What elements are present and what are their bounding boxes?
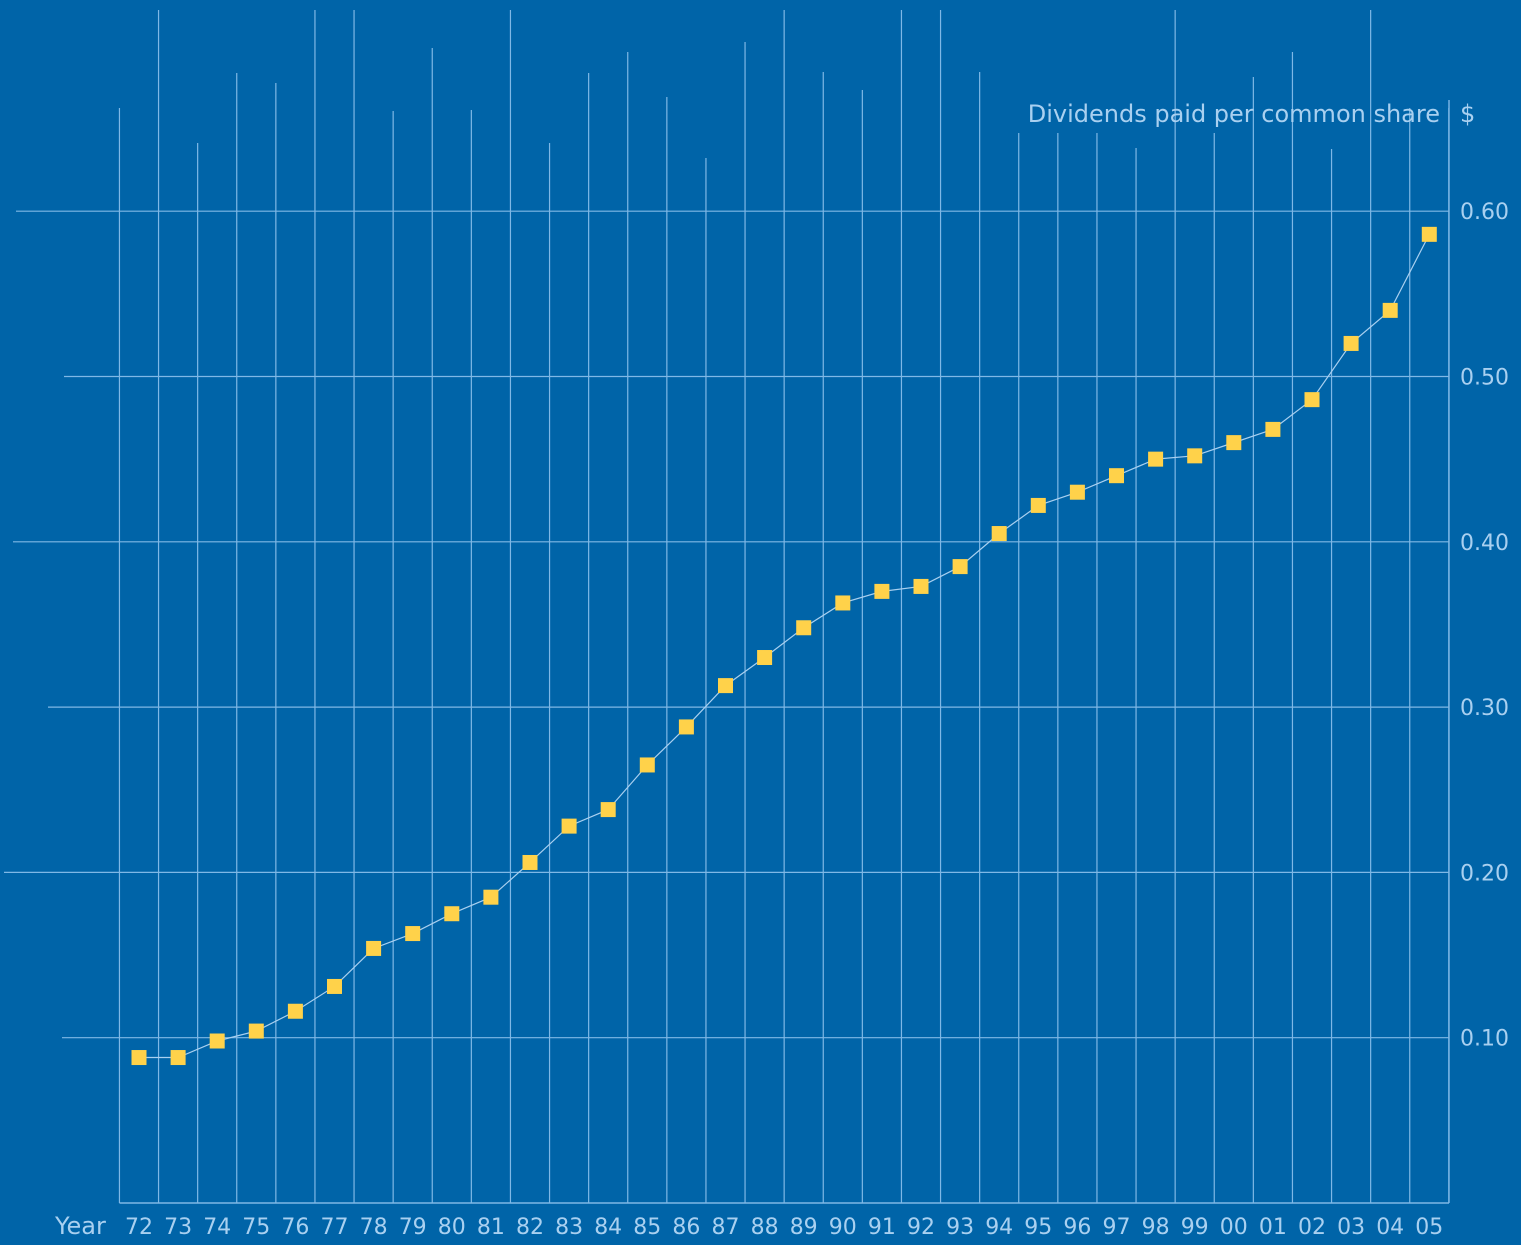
x-tick-label: 95 [1024, 1215, 1052, 1240]
x-tick-label: 80 [438, 1215, 466, 1240]
x-tick-label: 85 [633, 1215, 661, 1240]
x-tick-label: 96 [1063, 1215, 1091, 1240]
y-tick-label: 0.30 [1460, 696, 1509, 721]
chart-title: Dividends paid per common share [1028, 100, 1440, 128]
data-point-marker [1109, 468, 1124, 484]
data-point-marker [366, 940, 382, 956]
data-point-marker [405, 926, 421, 942]
x-tick-label: 98 [1142, 1215, 1170, 1240]
y-axis-unit-label: $ [1460, 100, 1475, 128]
y-tick-label: 0.40 [1460, 531, 1509, 556]
x-tick-label: 87 [712, 1215, 740, 1240]
x-tick-label: 84 [594, 1215, 622, 1240]
x-tick-label: 01 [1259, 1215, 1287, 1240]
data-point-marker [561, 818, 577, 834]
series-line [139, 234, 1430, 1059]
x-tick-label: 74 [203, 1215, 231, 1240]
data-point-marker [600, 802, 616, 818]
x-tick-label: 72 [125, 1215, 153, 1240]
vertical-gridlines [118, 10, 1450, 1203]
data-point-marker [678, 719, 694, 735]
x-tick-label: 75 [242, 1215, 270, 1240]
x-tick-label: 97 [1103, 1215, 1131, 1240]
x-tick-label: 05 [1415, 1215, 1443, 1240]
x-tick-label: 83 [555, 1215, 583, 1240]
x-tick-label: 90 [829, 1215, 857, 1240]
x-tick-label: 88 [751, 1215, 779, 1240]
x-tick-labels: 72 73 74 75 76 77 78 79 80 81 82 83 84 85 86 87 88 89 90 91… [125, 1215, 1443, 1240]
data-point-marker [483, 889, 499, 905]
x-tick-label: 00 [1220, 1215, 1248, 1240]
data-point-marker [1187, 448, 1203, 464]
data-point-marker [1343, 335, 1359, 351]
x-tick-label: 76 [281, 1215, 309, 1240]
x-tick-label: 94 [985, 1215, 1013, 1240]
x-tick-label: 86 [672, 1215, 700, 1240]
y-tick-labels: 0.10 0.20 0.30 0.40 0.50 0.60 [1460, 200, 1509, 1051]
x-tick-label: 02 [1298, 1215, 1326, 1240]
data-point-marker [444, 906, 460, 922]
data-point-marker [1030, 497, 1046, 513]
data-markers [131, 226, 1437, 1066]
x-tick-label: 81 [477, 1215, 505, 1240]
data-point-marker [248, 1023, 264, 1039]
data-point-marker [170, 1050, 186, 1066]
data-point-marker [209, 1033, 225, 1049]
y-tick-label: 0.50 [1460, 366, 1509, 391]
data-point-marker [522, 854, 538, 870]
x-tick-label: 04 [1376, 1215, 1404, 1240]
data-point-marker [874, 583, 890, 599]
data-point-marker [1304, 392, 1320, 408]
data-point-marker [1382, 302, 1398, 318]
x-tick-label: 91 [868, 1215, 896, 1240]
data-point-marker [327, 978, 342, 994]
y-tick-label: 0.20 [1460, 861, 1509, 886]
x-tick-label: 77 [321, 1215, 349, 1240]
data-point-marker [835, 595, 851, 611]
data-point-marker [639, 757, 655, 773]
data-point-marker [1421, 226, 1437, 242]
data-point-marker [1069, 484, 1085, 500]
x-tick-label: 82 [516, 1215, 544, 1240]
data-point-marker [796, 620, 812, 636]
y-tick-label: 0.60 [1460, 200, 1509, 225]
data-point-marker [991, 526, 1007, 542]
data-point-marker [131, 1050, 147, 1066]
data-point-marker [1226, 435, 1242, 451]
x-tick-label: 79 [399, 1215, 427, 1240]
data-point-marker [1148, 451, 1164, 467]
horizontal-gridlines [4, 210, 1449, 1039]
x-tick-label: 03 [1337, 1215, 1365, 1240]
data-point-marker [1265, 421, 1281, 437]
x-tick-label: 73 [164, 1215, 192, 1240]
data-point-marker [757, 650, 773, 666]
data-point-marker [718, 678, 733, 694]
x-tick-label: 78 [360, 1215, 388, 1240]
y-tick-label: 0.10 [1460, 1027, 1509, 1052]
x-axis-label: Year [54, 1212, 106, 1240]
axes [119, 100, 1450, 1204]
x-tick-label: 92 [907, 1215, 935, 1240]
x-tick-label: 89 [790, 1215, 818, 1240]
x-tick-label: 99 [1181, 1215, 1209, 1240]
x-tick-label: 93 [946, 1215, 974, 1240]
data-point-marker [287, 1003, 303, 1019]
data-point-marker [952, 559, 968, 575]
data-point-marker [913, 578, 929, 594]
